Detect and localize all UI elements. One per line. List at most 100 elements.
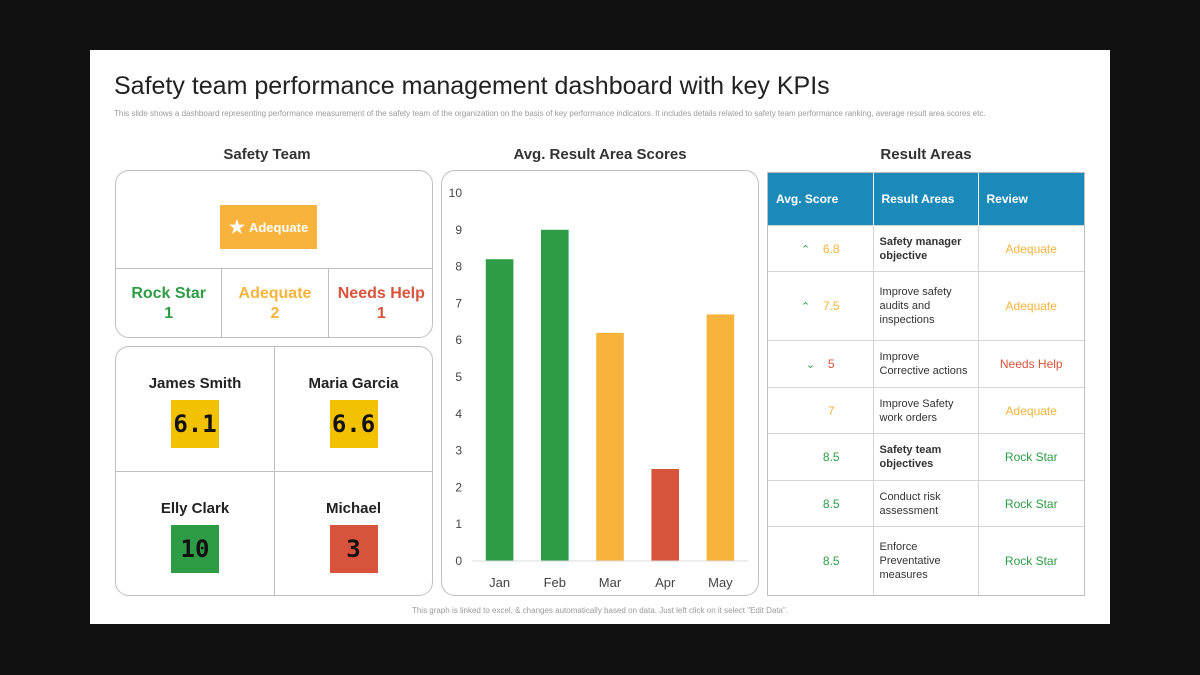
avg-score-value: 6.8 — [822, 241, 840, 256]
table-header-row: Avg. Score Result Areas Review — [768, 173, 1084, 226]
chevron-up-icon: ⌃ — [800, 301, 811, 314]
rating-cell: Rock Star 1 — [116, 269, 221, 337]
result-areas-body: ⌃ 6.8 Safety manager objective Adequate ⌃ 7.5… — [768, 224, 1084, 595]
team-members-grid: James Smith 6.1 Maria Garcia 6.6 Elly Clark 1… — [116, 347, 432, 595]
avg-score-value: 7 — [827, 403, 835, 418]
result-area-bar-chart: 0 1 2 3 4 5 6 7 8 9 10 Jan Feb Mar Apr May — [449, 186, 748, 590]
x-tick-label: Mar — [599, 575, 622, 590]
y-tick-label: 7 — [455, 296, 462, 310]
page-title: Safety team performance management dashb… — [114, 72, 830, 100]
y-tick-label: 1 — [455, 517, 462, 531]
x-tick-label: Jan — [489, 575, 510, 590]
rating-cell: Adequate 2 — [221, 269, 327, 337]
bar-may[interactable] — [706, 314, 735, 561]
avg-score-cell: ⌃ 6.8 — [768, 224, 874, 272]
result-area-cell: Conduct risk assessment — [873, 479, 979, 527]
table-row: 8.5 Conduct risk assessment Rock Star — [768, 479, 1084, 527]
team-members-card: James Smith 6.1 Maria Garcia 6.6 Elly Clark 1… — [115, 346, 433, 596]
member-score: 10 — [171, 525, 219, 573]
bar-feb[interactable] — [541, 229, 569, 562]
avg-score-cell: 8.5 — [768, 433, 874, 481]
avg-score-value: 7.5 — [822, 299, 840, 314]
table-row: ⌃ 7.5 Improve safety audits and inspection… — [768, 271, 1084, 341]
x-tick-label: Feb — [544, 575, 566, 590]
review-cell: Rock Star — [978, 433, 1084, 481]
table-row: 8.5 Enforce Preventative measures Rock Sta… — [768, 526, 1084, 595]
dashboard-slide: Safety team performance management dashb… — [90, 50, 1110, 624]
avg-score-cell: 8.5 — [768, 526, 874, 595]
review-cell: Adequate — [978, 224, 1084, 272]
result-area-cell: Improve Corrective actions — [873, 340, 979, 388]
member-tile: Elly Clark 10 — [116, 471, 274, 595]
member-tile: James Smith 6.1 — [116, 347, 274, 471]
column-header-avg-score: Avg. Score — [768, 173, 874, 226]
y-tick-label: 6 — [455, 333, 462, 347]
review-cell: Adequate — [978, 271, 1084, 341]
avg-score-cell: ⌄ 5 — [768, 340, 874, 388]
overall-rating-badge: ★ Adequate — [220, 205, 317, 249]
member-name: Maria Garcia — [308, 375, 399, 392]
rating-summary-row: Rock Star 1 Adequate 2 Needs Help 1 — [116, 268, 432, 337]
review-cell: Needs Help — [978, 340, 1084, 388]
result-area-cell: Safety team objectives — [873, 433, 979, 481]
avg-score-value: 8.5 — [822, 496, 840, 511]
member-score: 6.6 — [329, 400, 378, 448]
x-tick-label: May — [708, 575, 733, 590]
chart-heading: Avg. Result Area Scores — [513, 146, 687, 163]
table-row: ⌃ 6.8 Safety manager objective Adequate — [768, 224, 1084, 272]
footer-note: This graph is linked to excel, & changes… — [411, 606, 789, 615]
member-name: Elly Clark — [160, 500, 230, 517]
overall-rating-label: Adequate — [248, 219, 309, 235]
safety-team-heading: Safety Team — [223, 146, 311, 163]
member-name: James Smith — [148, 375, 242, 392]
y-tick-label: 4 — [455, 407, 462, 421]
x-tick-label: Apr — [655, 575, 676, 590]
avg-score-cell: 8.5 — [768, 479, 874, 527]
result-area-cell: Improve safety audits and inspections — [873, 271, 979, 341]
avg-score-cell: 7 — [768, 386, 874, 434]
table-row: ⌄ 5 Improve Corrective actions Needs Help — [768, 340, 1084, 388]
rating-label: Rock Star — [131, 285, 207, 302]
page-subtitle: This slide shows a dashboard representin… — [114, 109, 986, 118]
bar-jan[interactable] — [485, 259, 514, 561]
review-cell: Rock Star — [978, 479, 1084, 527]
rating-label: Adequate — [238, 285, 312, 302]
rating-count: 1 — [376, 305, 386, 322]
member-tile: Maria Garcia 6.6 — [274, 347, 432, 471]
member-tile: Michael 3 — [274, 471, 432, 595]
result-area-cell: Enforce Preventative measures — [873, 526, 979, 595]
star-icon: ★ — [228, 217, 245, 237]
table-row: 8.5 Safety team objectives Rock Star — [768, 433, 1084, 481]
y-tick-label: 9 — [455, 223, 462, 237]
avg-score-value: 8.5 — [822, 554, 840, 569]
bar-mar[interactable] — [596, 332, 624, 561]
avg-score-cell: ⌃ 7.5 — [768, 271, 874, 341]
result-areas-heading: Result Areas — [880, 146, 972, 163]
y-tick-label: 2 — [455, 480, 462, 494]
rating-cell: Needs Help 1 — [327, 269, 432, 337]
avg-score-value: 5 — [827, 357, 835, 372]
rating-count: 1 — [164, 305, 174, 322]
rating-label: Needs Help — [337, 285, 425, 302]
result-areas-table: Avg. Score Result Areas Review ⌃ 6.8 Safet… — [768, 173, 1084, 595]
y-tick-label: 0 — [455, 554, 462, 568]
y-tick-label: 5 — [455, 370, 462, 384]
member-score: 6.1 — [171, 400, 219, 448]
rating-count: 2 — [270, 305, 280, 322]
y-tick-label: 10 — [449, 186, 463, 200]
member-name: Michael — [325, 500, 382, 517]
column-header-review: Review — [978, 173, 1084, 226]
chevron-down-icon: ⌄ — [805, 359, 816, 372]
result-area-cell: Improve Safety work orders — [873, 386, 979, 434]
team-rating-card: ★ Adequate Rock Star 1 Adequate 2 Needs Help… — [115, 170, 433, 338]
chevron-up-icon: ⌃ — [800, 243, 811, 256]
review-cell: Adequate — [978, 386, 1084, 434]
result-area-cell: Safety manager objective — [873, 224, 979, 272]
column-header-result-areas: Result Areas — [873, 173, 979, 226]
y-tick-label: 3 — [455, 444, 462, 458]
chart-card: 0 1 2 3 4 5 6 7 8 9 10 Jan Feb Mar Apr May — [441, 170, 759, 596]
table-row: 7 Improve Safety work orders Adequate — [768, 386, 1084, 434]
bar-apr[interactable] — [651, 469, 679, 561]
result-areas-table-wrap: Avg. Score Result Areas Review ⌃ 6.8 Safet… — [767, 172, 1085, 596]
avg-score-value: 8.5 — [822, 450, 840, 465]
